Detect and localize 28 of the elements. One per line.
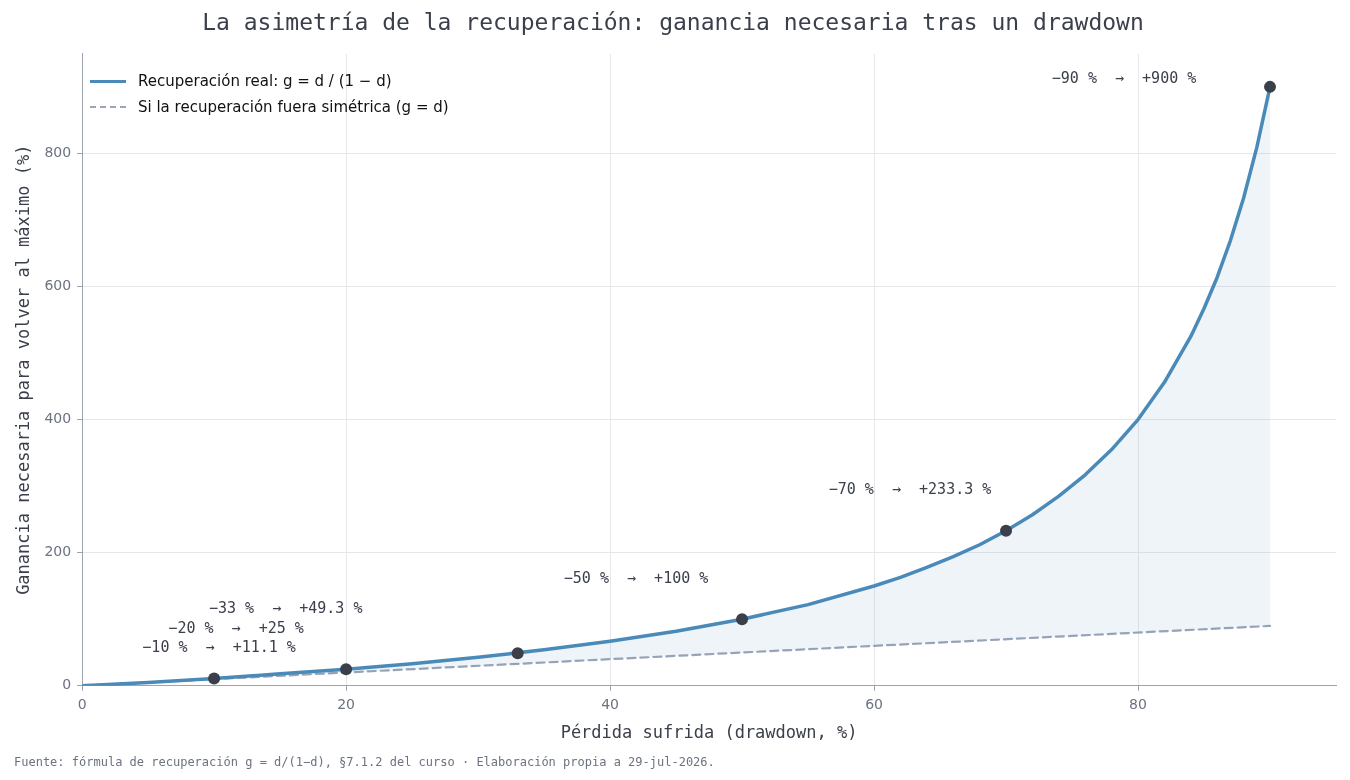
y-tick-label: 0 [62,676,72,693]
chart-title: La asimetría de la recuperación: ganancia necesaria tras un drawdown [202,8,1144,35]
x-tick-label: 80 [1129,695,1147,712]
x-tick-label: 40 [601,695,619,712]
source-note: Fuente: fórmula de recuperación g = d/(1−d), §7.1.2 del curso · Elaboración propia a 29-jul-2026. [14,755,715,769]
point [511,647,524,660]
legend-label: Si la recuperación fuera simétrica (g = d) [138,98,449,116]
x-axis-title: Pérdida sufrida (drawdown, %) [560,722,858,743]
point [1000,524,1013,537]
y-tick-label: 800 [44,144,72,161]
annotation: −10 % → +11.1 % [142,638,296,657]
y-axis-title: Ganancia necesaria para volver al máximo (%) [12,144,33,595]
annotation: −33 % → +49.3 % [208,599,363,618]
annotation: −20 % → +25 % [168,619,304,638]
point [736,613,749,626]
annotation: −70 % → +233.3 % [828,479,992,498]
x-tick-label: 60 [865,695,883,712]
y-tick-label: 600 [44,277,72,294]
x-tick-label: 0 [77,695,87,712]
point [340,663,353,676]
annotation: −50 % → +100 % [563,569,709,588]
y-tick-label: 200 [44,543,72,560]
annotation: −90 % → +900 % [1051,68,1197,87]
point [208,672,221,685]
x-tick-label: 20 [337,695,356,712]
y-tick-label: 400 [44,410,72,427]
point [1264,80,1277,93]
legend-label: Recuperación real: g = d / (1 − d) [138,72,392,90]
